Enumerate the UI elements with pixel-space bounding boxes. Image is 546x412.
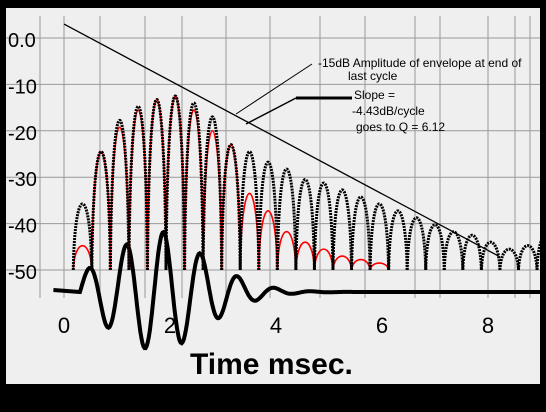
series-mark xyxy=(91,151,112,271)
slope-note-line-3: goes to Q = 6.12 xyxy=(356,120,445,134)
x-axis-label: Time msec. xyxy=(190,348,353,381)
y-tick-labels: 0.0 -10 -20 -30 -40 -50 xyxy=(8,30,37,284)
y-tick-label: -20 xyxy=(8,123,37,145)
x-tick-labels: 0 2 4 6 8 xyxy=(58,313,494,338)
series-mark xyxy=(201,115,224,271)
series-mark xyxy=(294,178,316,271)
series-mark xyxy=(498,247,520,271)
series-mark xyxy=(479,240,502,271)
amplitude-note-line-1: -15dB Amplitude of envelope at end of xyxy=(318,56,522,70)
series-mark xyxy=(516,244,539,271)
slope-note-leader-tip xyxy=(245,97,297,125)
series-mark xyxy=(331,188,354,271)
series-mark xyxy=(239,192,260,271)
series-mark xyxy=(164,94,187,271)
series-mark xyxy=(71,202,94,271)
time-waveform xyxy=(53,229,546,351)
amplitude-note-leader xyxy=(235,63,313,115)
slope-note-line-1: Slope = xyxy=(354,88,395,102)
series-mark xyxy=(350,195,372,271)
series-mark xyxy=(275,167,298,271)
slope-note-line-2: -4.43dB/cycle xyxy=(352,104,425,118)
y-tick-label: -50 xyxy=(8,262,37,284)
y-tick-label: -30 xyxy=(8,169,37,191)
waveform-line xyxy=(53,229,546,351)
series-mark xyxy=(183,101,205,271)
series-mark xyxy=(312,181,335,271)
y-tick-label: -10 xyxy=(8,76,37,98)
series-mark xyxy=(461,233,483,271)
plot-area xyxy=(6,8,540,384)
amplitude-note-line-2: last cycle xyxy=(348,69,398,83)
slope-line xyxy=(63,23,499,257)
y-tick-label: -40 xyxy=(8,216,37,238)
x-tick-label: 2 xyxy=(164,313,176,338)
series-mark xyxy=(368,202,391,271)
series-mark xyxy=(108,119,131,271)
series-mark xyxy=(145,97,168,271)
x-tick-label: 4 xyxy=(270,313,282,338)
x-tick-label: 0 xyxy=(58,313,70,338)
x-tick-label: 6 xyxy=(376,313,388,338)
black-series xyxy=(71,94,546,271)
series-mark xyxy=(257,160,279,271)
y-tick-label: 0.0 xyxy=(8,30,36,52)
x-tick-label: 8 xyxy=(482,313,494,338)
series-mark xyxy=(535,233,546,271)
series-mark xyxy=(127,104,149,271)
series-mark xyxy=(387,209,409,271)
series-mark xyxy=(405,216,428,271)
series-mark xyxy=(220,143,242,271)
